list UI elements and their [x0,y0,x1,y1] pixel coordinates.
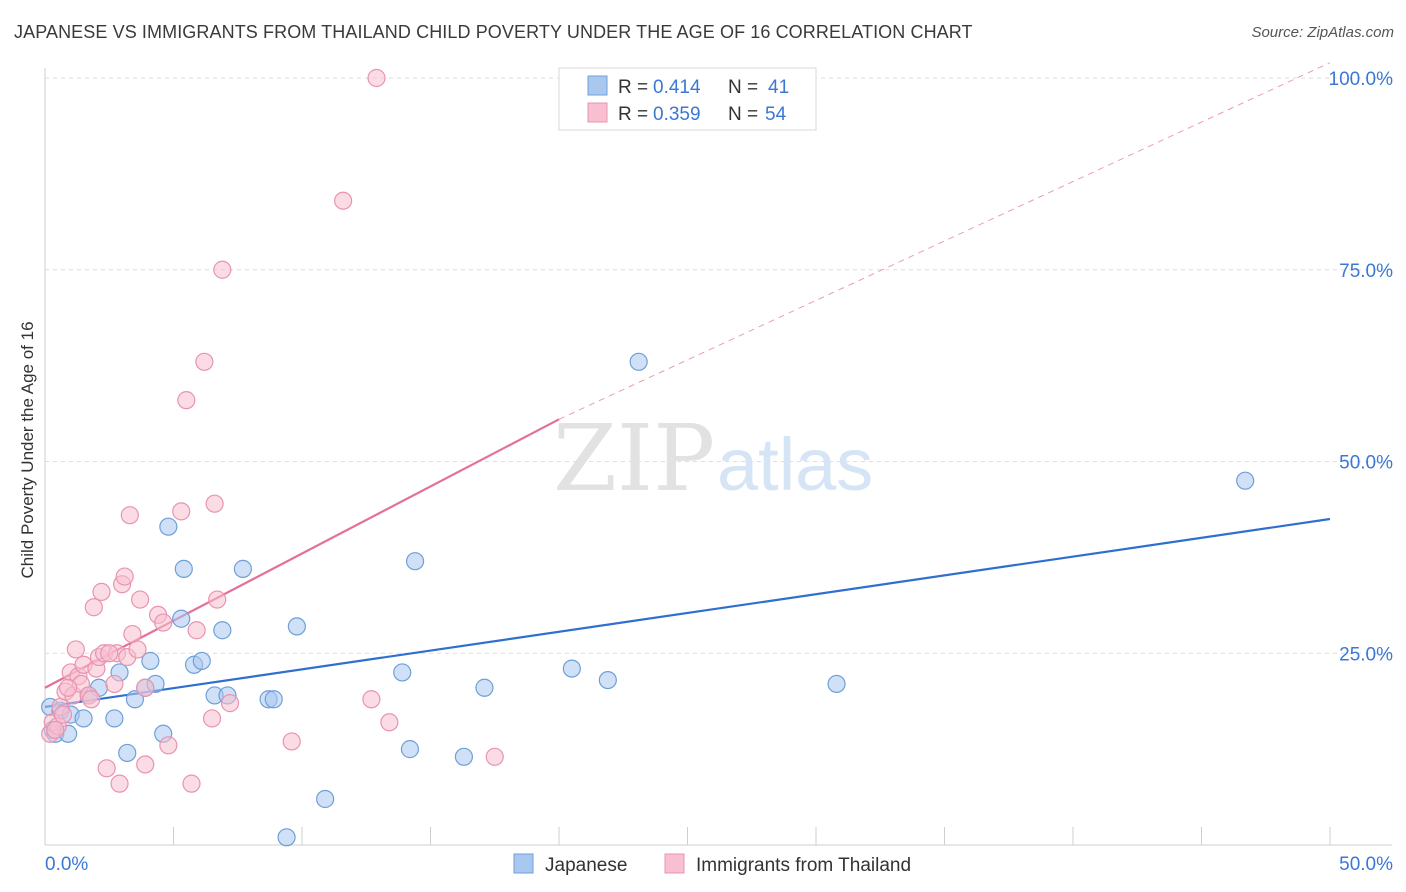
thailand-point [66,640,85,659]
thailand-point [362,690,381,709]
japanese-point [827,674,846,694]
source-label: Source: ZipAtlas.com [1251,24,1394,41]
data-points [41,68,1255,847]
thailand-point [220,694,240,713]
thailand-point [485,747,504,766]
thailand-point [128,640,147,659]
thailand-point [208,590,227,609]
thailand-trend-line [44,418,560,689]
tick-labels: 25.0% 50.0% 75.0% 100.0% 0.0% 50.0% [45,69,1393,875]
thailand-point [82,690,101,709]
watermark-zip: ZIP [553,405,715,512]
japanese-point [400,740,420,759]
thailand-point [136,755,155,774]
legend-thailand-r-label: R = [618,104,648,125]
y-tick-label: 100.0% [1329,69,1394,90]
thailand-point [159,736,178,755]
japanese-point [172,609,191,628]
thailand-point [202,709,222,728]
japanese-point [316,789,335,809]
thailand-point [53,705,73,724]
japanese-point [562,659,581,678]
japanese-trend-line [44,517,1331,709]
y-tick-label: 50.0% [1339,453,1393,474]
thailand-point [182,774,201,793]
thailand-point [97,759,116,778]
thailand-point [213,260,232,279]
thailand-point [92,582,111,601]
thailand-point [195,352,214,371]
japanese-point [277,828,296,847]
thailand-point [110,774,129,793]
thailand-point [115,567,134,586]
japanese-point [74,709,93,728]
thailand-point [380,713,399,732]
thailand-point [84,598,103,617]
thailand-point [46,720,65,740]
japanese-point [118,743,137,763]
japanese-point [393,663,412,682]
watermark: ZIP atlas [553,405,873,512]
legend-japanese-n-label: N = [728,77,758,98]
japanese-point [125,690,145,709]
japanese-point [264,690,283,709]
japanese-point [1236,471,1255,490]
legend-thailand-n-value: 54 [765,104,787,125]
chart-title: JAPANESE VS IMMIGRANTS FROM THAILAND CHI… [14,22,973,42]
correlation-legend: R = 0.414 N = 41 R = 0.359 N = 54 [558,67,817,131]
thailand-point [282,732,301,751]
thailand-point [105,674,124,694]
legend-japanese-r-label: R = [618,77,648,98]
thailand-point [205,494,224,513]
japanese-point [405,552,425,571]
x-tick-label-min: 0.0% [45,854,88,875]
japanese-point [105,709,124,728]
thailand-trend-extension [558,62,1331,420]
legend-japanese-r-value: 0.414 [653,77,701,98]
trend-lines [44,62,1331,709]
japanese-point [454,747,474,766]
japanese-point [598,670,617,690]
thailand-point [120,506,139,525]
bottom-legend-japanese-label: Japanese [545,855,627,876]
thailand-point [136,678,155,697]
japanese-point [629,352,648,371]
thailand-point [334,191,353,210]
bottom-legend-thailand-label: Immigrants from Thailand [696,855,911,876]
japanese-point [141,651,160,671]
axes [44,68,1392,846]
bottom-legend-thailand-swatch [664,853,685,874]
bottom-legend-japanese-swatch [513,853,534,874]
watermark-atlas: atlas [717,423,873,506]
legend-japanese-swatch [587,75,608,96]
legend-thailand-n-label: N = [728,104,758,125]
thailand-point [154,613,173,632]
japanese-point [213,621,232,640]
thailand-point [367,68,386,88]
japanese-point [233,559,252,578]
thailand-point [187,621,206,640]
thailand-point [59,678,78,697]
thailand-point [123,624,142,644]
thailand-point [100,644,119,663]
thailand-point [130,590,150,609]
japanese-point [287,617,306,636]
legend-japanese-n-value: 41 [768,77,789,98]
series-legend: Japanese Immigrants from Thailand [513,853,911,876]
legend-thailand-swatch [587,102,608,123]
y-tick-label: 75.0% [1339,261,1393,282]
x-tick-label-max: 50.0% [1339,854,1393,875]
japanese-point [475,678,494,697]
thailand-point [172,502,191,521]
japanese-point [159,517,178,536]
legend-thailand-r-value: 0.359 [653,104,701,125]
thailand-point [177,391,196,410]
japanese-point [174,559,193,578]
y-tick-label: 25.0% [1339,644,1393,665]
japanese-point [192,651,211,671]
